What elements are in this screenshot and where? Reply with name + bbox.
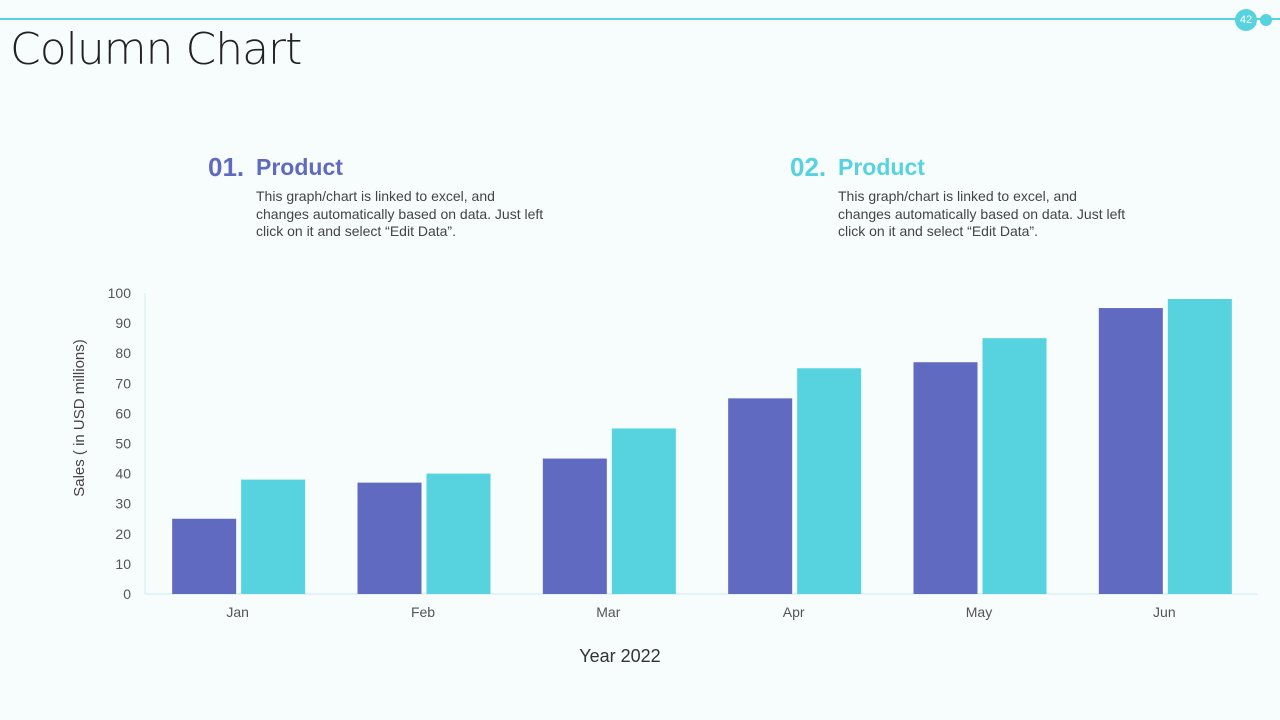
page-number: 42 — [1235, 9, 1257, 31]
x-tick-label: Feb — [411, 604, 435, 620]
y-tick-label: 70 — [115, 375, 131, 391]
bar-jun-series-2 — [1167, 299, 1232, 594]
x-tick-label: Apr — [783, 604, 805, 620]
y-tick-label: 30 — [115, 496, 131, 512]
y-tick-label: 20 — [115, 526, 131, 542]
bar-feb-series-1 — [357, 482, 422, 594]
y-tick-label: 60 — [115, 405, 131, 421]
product-02-description: This graph/chart is linked to excel, and… — [838, 188, 1126, 239]
y-tick-label: 90 — [115, 315, 131, 331]
y-tick-label: 50 — [115, 436, 131, 452]
x-axis-title: Year 2022 — [579, 646, 660, 666]
bar-mar-series-1 — [542, 458, 607, 594]
y-tick-label: 10 — [115, 556, 131, 572]
bar-apr-series-1 — [728, 398, 793, 594]
y-tick-label: 0 — [123, 586, 131, 602]
header-line — [0, 18, 1280, 20]
y-tick-label: 40 — [115, 466, 131, 482]
bar-feb-series-2 — [426, 473, 491, 594]
product-02-name: Product — [838, 154, 925, 180]
bar-may-series-1 — [913, 362, 978, 594]
product-01-name: Product — [256, 154, 343, 180]
bar-apr-series-2 — [797, 368, 862, 594]
y-tick-label: 80 — [115, 345, 131, 361]
x-tick-label: Mar — [596, 604, 620, 620]
bar-jun-series-1 — [1098, 308, 1163, 594]
bar-jan-series-2 — [241, 479, 306, 594]
page-title: Column Chart — [10, 24, 302, 75]
bar-jan-series-1 — [172, 518, 237, 594]
product-02-number: 02. — [790, 152, 827, 182]
bar-mar-series-2 — [611, 428, 676, 594]
product-01-number: 01. — [208, 152, 245, 182]
product-01-description: This graph/chart is linked to excel, and… — [256, 188, 544, 239]
y-axis-title: Sales ( in USD millions) — [71, 339, 88, 497]
x-tick-label: Jan — [226, 604, 249, 620]
header-dot — [1260, 14, 1272, 26]
bar-may-series-2 — [982, 338, 1047, 594]
x-tick-label: Jun — [1153, 604, 1176, 620]
x-tick-label: May — [966, 604, 992, 620]
y-tick-label: 100 — [108, 285, 132, 301]
